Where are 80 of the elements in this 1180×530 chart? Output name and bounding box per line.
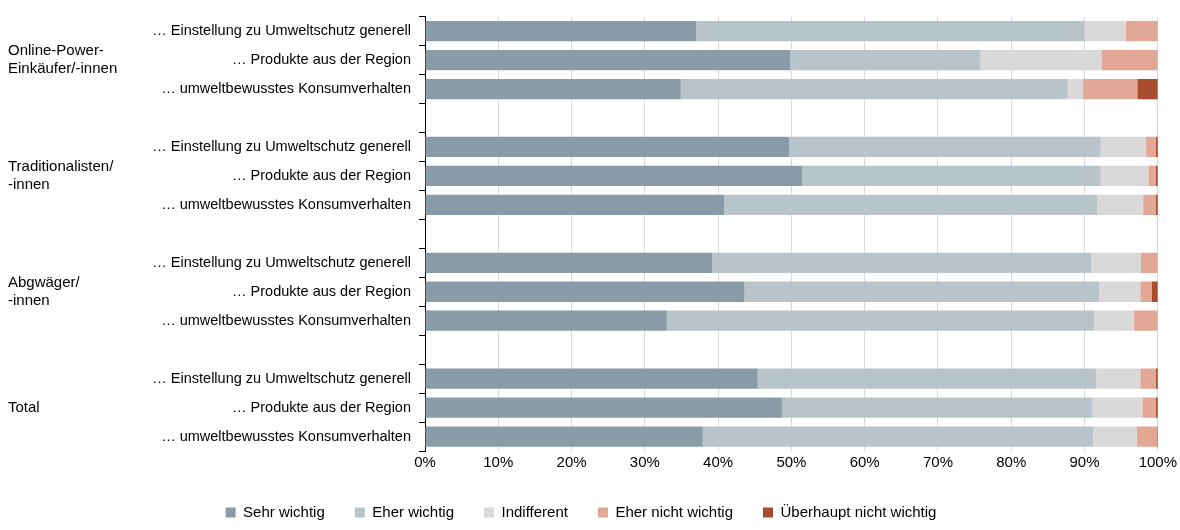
y-tick-label: … umweltbewusstes Konsumverhalten	[161, 80, 411, 97]
x-tick-label: 80%	[996, 453, 1027, 471]
y-tick-label: … Einstellung zu Umweltschutz generell	[152, 369, 411, 386]
y-tick-label: … Einstellung zu Umweltschutz generell	[152, 137, 411, 154]
x-tick-label: 0%	[414, 453, 436, 471]
bar	[1133, 310, 1158, 331]
bar	[680, 78, 1068, 100]
bar	[1096, 368, 1141, 389]
bar	[425, 194, 724, 216]
bar	[1096, 194, 1144, 216]
bar	[1148, 165, 1156, 187]
bar	[425, 50, 790, 71]
y-tick-label: … umweltbewusstes Konsumverhalten	[161, 311, 411, 328]
text: Total	[8, 397, 40, 415]
bar	[696, 21, 1085, 42]
y-tick-label: … umweltbewusstes Konsumverhalten	[161, 427, 411, 444]
bar	[723, 194, 1097, 216]
bar	[1084, 21, 1126, 42]
y-tick-label: … umweltbewusstes Konsumverhalten	[161, 195, 411, 212]
bar	[425, 310, 667, 331]
legend-label: Indifferent	[501, 502, 569, 520]
bar	[744, 281, 1100, 302]
y-tick-label: … Einstellung zu Umweltschutz generell	[152, 253, 411, 270]
x-tick-label: 50%	[776, 453, 807, 471]
y-tick-label: … Produkte aus der Region	[232, 51, 411, 68]
bar	[1142, 397, 1156, 418]
bar	[425, 252, 713, 273]
bar	[1136, 426, 1158, 447]
bar	[425, 78, 681, 100]
bar	[1101, 50, 1158, 71]
bar	[789, 136, 1101, 158]
bar	[425, 368, 758, 389]
bar	[1140, 281, 1152, 302]
bar	[1100, 165, 1149, 187]
bar	[1143, 194, 1156, 216]
x-tick-label: 100%	[1138, 453, 1178, 471]
bar	[425, 21, 697, 42]
bar	[1083, 78, 1138, 100]
bar	[425, 426, 703, 447]
legend-label: Überhaupt nicht wichtig	[780, 502, 937, 520]
bar	[802, 165, 1101, 187]
bar	[1100, 136, 1147, 158]
bar	[1140, 368, 1156, 389]
text: Traditionalisten/-innen	[8, 157, 115, 193]
x-tick-label: 70%	[922, 453, 953, 471]
bar	[425, 165, 803, 187]
y-tick-label: … Produkte aus der Region	[232, 166, 411, 183]
bar	[1146, 136, 1156, 158]
bar	[1093, 426, 1137, 447]
bar	[702, 426, 1094, 447]
bar	[1091, 252, 1141, 273]
y-tick-label: … Produkte aus der Region	[232, 282, 411, 299]
x-tick-label: 60%	[849, 453, 880, 471]
bar	[1140, 252, 1158, 273]
bar	[712, 252, 1092, 273]
bar	[789, 50, 981, 71]
x-tick-label: 30%	[629, 453, 660, 471]
bar	[1067, 78, 1084, 100]
bar	[425, 397, 782, 418]
y-tick-label: … Produkte aus der Region	[232, 398, 411, 415]
text: Abgwäger/-innen	[8, 272, 81, 308]
bar	[666, 310, 1095, 331]
bar	[1137, 78, 1158, 100]
x-tick-label: 10%	[483, 453, 514, 471]
bar	[425, 136, 790, 158]
text: Online-Power-Einkäufer/-innen	[8, 41, 118, 77]
bar	[1094, 310, 1134, 331]
bar	[425, 281, 745, 302]
legend-label: Sehr wichtig	[243, 502, 325, 520]
bar	[1125, 21, 1158, 42]
bar	[757, 368, 1097, 389]
legend-label: Eher nicht wichtig	[615, 502, 733, 520]
legend-label: Eher wichtig	[372, 502, 454, 520]
x-tick-label: 20%	[556, 453, 587, 471]
x-tick-label: 90%	[1069, 453, 1100, 471]
bar	[1099, 281, 1141, 302]
bar	[1092, 397, 1143, 418]
bar	[781, 397, 1093, 418]
y-tick-label: … Einstellung zu Umweltschutz generell	[152, 22, 411, 39]
x-tick-label: 40%	[703, 453, 734, 471]
